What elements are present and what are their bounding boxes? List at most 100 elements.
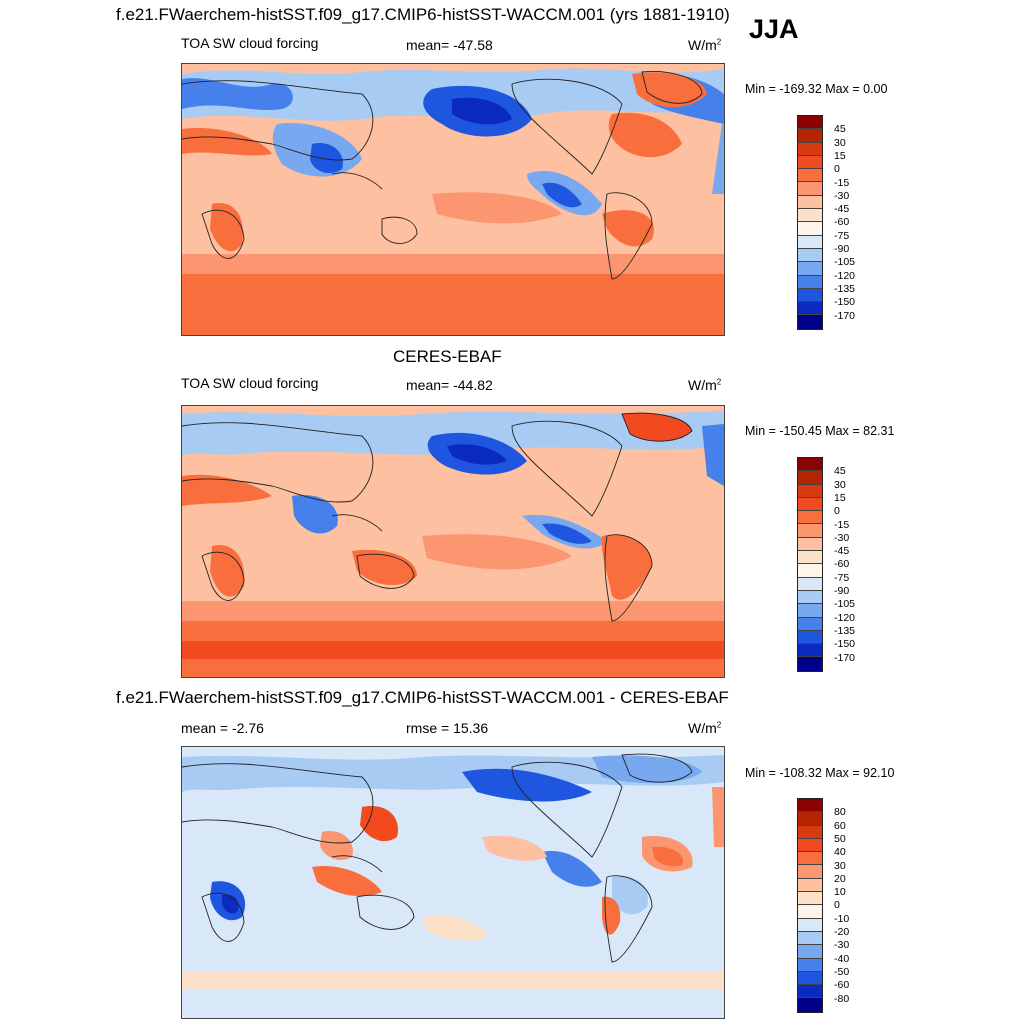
colorbar-swatch [798, 918, 822, 932]
colorbar-tick-label: 40 [834, 846, 846, 859]
colorbar-tick-label: -105 [834, 256, 856, 269]
colorbar-swatch [798, 155, 822, 170]
colorbar-tick-label: 30 [834, 859, 846, 872]
colorbar-tick-label: -90 [834, 243, 850, 255]
colorbar-swatch [798, 825, 822, 839]
panel-2-variable-label: TOA SW cloud forcing [181, 375, 319, 391]
colorbar-swatch [798, 235, 822, 249]
colorbar-swatch [798, 905, 822, 919]
colorbar-tick-label: 20 [834, 872, 846, 885]
colorbar-tick-label: -135 [834, 624, 856, 637]
colorbar-swatch [798, 998, 822, 1012]
colorbar-tick-label: -30 [834, 531, 850, 544]
colorbar-swatch [798, 182, 822, 196]
colorbar-tick-label: 0 [834, 899, 840, 912]
colorbar-tick-label: 30 [834, 478, 846, 491]
panel-2-colorbar [797, 457, 823, 672]
colorbar-tick-label: -120 [834, 611, 856, 624]
colorbar-swatch [798, 604, 822, 618]
colorbar-swatch [798, 222, 822, 236]
colorbar-tick-label: 45 [834, 465, 846, 478]
colorbar-tick-label: -150 [834, 296, 856, 309]
colorbar-tick-label: 45 [834, 123, 846, 136]
panel-3-mean-label: mean = -2.76 [181, 720, 264, 736]
colorbar-swatch [798, 116, 822, 130]
colorbar-tick-label: -120 [834, 269, 856, 282]
colorbar-swatch [798, 288, 822, 303]
colorbar-tick-label: -150 [834, 638, 856, 651]
colorbar-swatch [798, 799, 822, 813]
colorbar-swatch [798, 958, 822, 972]
panel-2-map [181, 405, 725, 678]
panel-3-units: W/m2 [688, 720, 721, 736]
panel-1-units: W/m2 [688, 37, 721, 53]
colorbar-tick-label: -60 [834, 558, 850, 571]
colorbar-tick-label: 15 [834, 149, 846, 162]
panel-3-minmax: Min = -108.32 Max = 92.10 [745, 766, 895, 780]
panel-1-colorbar [797, 115, 823, 330]
colorbar-swatch [798, 551, 822, 565]
colorbar-swatch [798, 812, 822, 826]
colorbar-tick-label: 15 [834, 491, 846, 504]
colorbar-swatch [798, 169, 822, 183]
colorbar-swatch [798, 471, 822, 485]
panel-1-variable-label: TOA SW cloud forcing [181, 35, 319, 51]
season-label: JJA [749, 14, 799, 44]
panel-3-heading: f.e21.FWaerchem-histSST.f09_g17.CMIP6-hi… [116, 688, 729, 707]
panel-2-minmax: Min = -150.45 Max = 82.31 [745, 424, 895, 438]
colorbar-tick-label: -80 [834, 992, 850, 1005]
colorbar-swatch [798, 248, 822, 263]
panel-1-units-exponent: 2 [716, 37, 722, 47]
colorbar-swatch [798, 852, 822, 866]
colorbar-tick-label: -15 [834, 518, 850, 531]
colorbar-tick-label: -10 [834, 912, 850, 925]
colorbar-swatch [798, 590, 822, 605]
colorbar-tick-label: 0 [834, 505, 840, 518]
colorbar-swatch [798, 511, 822, 525]
colorbar-swatch [798, 945, 822, 959]
colorbar-tick-label: 0 [834, 163, 840, 176]
colorbar-tick-label: -15 [834, 176, 850, 189]
panel-2-mean-label: mean= -44.82 [406, 377, 493, 393]
colorbar-tick-label: 30 [834, 136, 846, 149]
colorbar-swatch [798, 129, 822, 143]
colorbar-swatch [798, 262, 822, 276]
colorbar-swatch [798, 458, 822, 472]
panel-1-map [181, 63, 725, 336]
colorbar-swatch [798, 195, 822, 210]
colorbar-tick-label: -60 [834, 216, 850, 229]
colorbar-swatch [798, 617, 822, 631]
colorbar-tick-label: -30 [834, 189, 850, 202]
panel-3-rmse-label: rmse = 15.36 [406, 720, 489, 736]
colorbar-swatch [798, 497, 822, 512]
colorbar-tick-label: 80 [834, 806, 846, 819]
colorbar-swatch [798, 577, 822, 591]
colorbar-swatch [798, 537, 822, 552]
colorbar-swatch [798, 865, 822, 879]
colorbar-swatch [798, 315, 822, 329]
colorbar-tick-label: -40 [834, 952, 850, 965]
colorbar-tick-label: -60 [834, 979, 850, 992]
colorbar-tick-label: -50 [834, 965, 850, 978]
colorbar-tick-label: -170 [834, 651, 856, 664]
panel-3-map [181, 746, 725, 1019]
colorbar-swatch [798, 524, 822, 538]
panel-1-mean-label: mean= -47.58 [406, 37, 493, 53]
panel-1-minmax: Min = -169.32 Max = 0.00 [745, 82, 888, 96]
colorbar-swatch [798, 971, 822, 986]
colorbar-swatch [798, 302, 822, 316]
colorbar-swatch [798, 985, 822, 999]
colorbar-swatch [798, 878, 822, 893]
panel-2-units-text: W/m [688, 377, 717, 393]
panel-2-units-exponent: 2 [716, 377, 722, 387]
panel-3-units-text: W/m [688, 720, 717, 736]
colorbar-tick-label: -20 [834, 926, 850, 938]
panel-1-units-text: W/m [688, 37, 717, 53]
panel-2-heading: CERES-EBAF [393, 347, 502, 366]
colorbar-swatch [798, 657, 822, 671]
colorbar-tick-label: 60 [834, 819, 846, 832]
colorbar-tick-label: -75 [834, 229, 850, 242]
panel-2-units: W/m2 [688, 377, 721, 393]
colorbar-tick-label: -45 [834, 545, 850, 558]
colorbar-swatch [798, 630, 822, 645]
